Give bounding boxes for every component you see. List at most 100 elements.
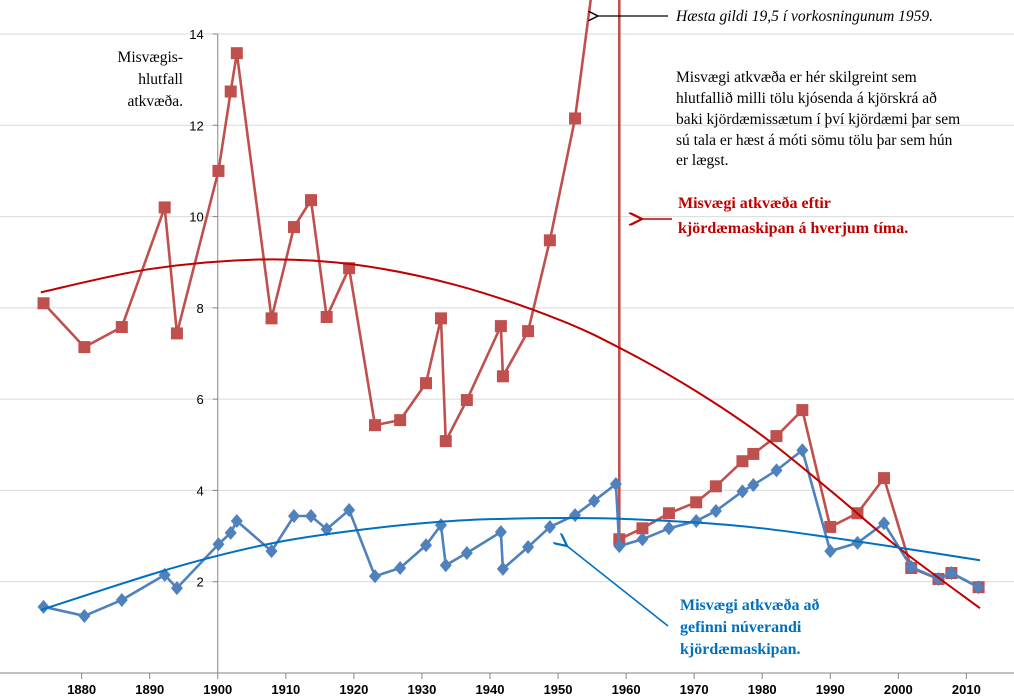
- x-tick-label: 1900: [203, 682, 232, 697]
- marker: [224, 85, 237, 98]
- x-tick-label: 1960: [612, 682, 641, 697]
- series-line: [43, 448, 980, 618]
- arrow: [567, 546, 669, 627]
- marker: [158, 201, 171, 214]
- marker: [878, 516, 891, 531]
- marker: [613, 539, 626, 554]
- marker: [496, 370, 509, 383]
- x-tick-label: 1950: [544, 682, 573, 697]
- annotations: Misvægis- hlutfall atkvæða. Hæsta gildi …: [118, 8, 961, 658]
- series-line: [40, 517, 981, 611]
- marker: [439, 435, 452, 448]
- y-tick-label: 2: [197, 575, 204, 590]
- marker: [78, 608, 91, 623]
- blue-label: Misvægi atkvæða að: [680, 597, 820, 614]
- marker: [343, 503, 356, 518]
- marker: [115, 321, 128, 334]
- x-tick-label: 1910: [271, 682, 300, 697]
- marker: [690, 514, 703, 529]
- marker: [170, 581, 183, 596]
- marker: [320, 310, 333, 323]
- marker: [265, 312, 278, 325]
- marker: [543, 519, 556, 534]
- marker: [569, 112, 582, 125]
- marker: [824, 544, 837, 559]
- marker: [305, 194, 318, 207]
- marker: [420, 377, 433, 390]
- y-axis-label: hlutfall: [138, 71, 183, 88]
- marker: [420, 538, 433, 553]
- marker: [736, 455, 749, 468]
- marker: [747, 477, 760, 492]
- marker: [212, 537, 225, 552]
- definition: Misvægi atkvæða er hér skilgreint sem: [676, 69, 917, 86]
- y-tick-label: 6: [197, 392, 204, 407]
- marker: [709, 480, 722, 493]
- marker: [609, 477, 622, 492]
- x-tick-label: 1990: [816, 682, 845, 697]
- x-tick-label: 1970: [680, 682, 709, 697]
- definition: er lægst.: [676, 152, 729, 169]
- marker: [878, 472, 891, 485]
- marker: [394, 414, 407, 427]
- marker: [230, 47, 243, 60]
- marker: [37, 599, 50, 614]
- red-label: Misvægi atkvæða eftir: [678, 195, 831, 212]
- marker: [588, 493, 601, 508]
- marker: [569, 508, 582, 523]
- marker: [368, 419, 381, 432]
- marker: [78, 341, 91, 354]
- marker: [945, 566, 958, 581]
- y-tick-label: 4: [197, 483, 204, 498]
- definition: hlutfallið milli tölu kjósenda á kjörskr…: [676, 90, 937, 107]
- blue-label: gefinni núverandi: [680, 619, 802, 636]
- marker: [368, 569, 381, 584]
- marker: [770, 463, 783, 478]
- marker: [230, 514, 243, 529]
- y-tick-label: 12: [189, 118, 203, 133]
- marker: [434, 312, 447, 325]
- x-tick-label: 1980: [748, 682, 777, 697]
- definition: baki kjördæmissætum í því kjördæmi þar s…: [676, 111, 960, 128]
- marker: [460, 545, 473, 560]
- marker: [662, 507, 675, 520]
- marker: [522, 325, 535, 338]
- marker: [439, 558, 452, 573]
- marker: [496, 561, 509, 576]
- marker: [636, 532, 649, 547]
- series-line: [42, 0, 980, 589]
- marker: [37, 297, 50, 310]
- marker: [543, 234, 556, 247]
- y-tick-label: 14: [189, 27, 203, 42]
- plot-area: [37, 0, 985, 623]
- marker: [709, 503, 722, 518]
- top-note: Hæsta gildi 19,5 í vorkosningunum 1959.: [675, 8, 933, 25]
- marker: [224, 525, 237, 540]
- blue-label: kjördæmaskipan.: [680, 641, 800, 658]
- marker: [265, 544, 278, 559]
- marker: [796, 404, 809, 417]
- x-tick-label: 1890: [135, 682, 164, 697]
- marker: [851, 535, 864, 550]
- x-tick-label: 1920: [339, 682, 368, 697]
- definition: sú tala er hæst á móti sömu tölu þar sem…: [676, 132, 953, 149]
- x-tick-label: 2010: [952, 682, 981, 697]
- marker: [662, 521, 675, 536]
- x-tick-label: 1880: [67, 682, 96, 697]
- y-tick-label: 8: [197, 301, 204, 316]
- y-axis-label: Misvægis-: [118, 49, 183, 66]
- marker: [690, 496, 703, 509]
- marker: [636, 522, 649, 535]
- red-label: kjördæmaskipan á hverjum tíma.: [678, 220, 908, 237]
- grid: 2 4 6 8 10 12 14 1880 1890 1900 1910 1920 1930 1940 19…: [0, 27, 1014, 697]
- marker: [796, 443, 809, 458]
- marker: [972, 580, 985, 595]
- marker: [170, 327, 183, 340]
- marker: [287, 221, 300, 234]
- marker: [460, 394, 473, 407]
- series-line: [40, 258, 981, 609]
- marker: [494, 320, 507, 333]
- x-tick-label: 1930: [407, 682, 436, 697]
- marker: [824, 520, 837, 533]
